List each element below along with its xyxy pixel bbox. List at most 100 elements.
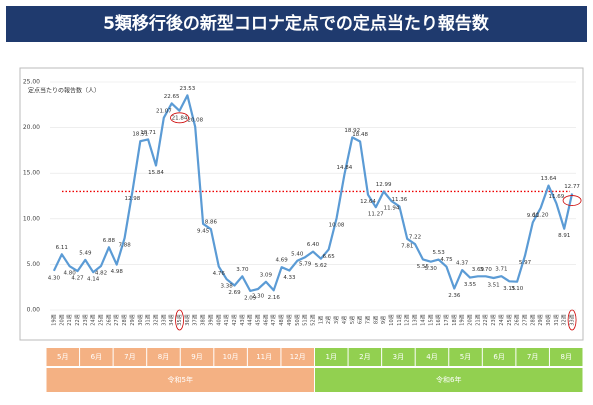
- month-label: 9月: [191, 353, 202, 361]
- month-label: 12月: [290, 353, 306, 361]
- data-label: 12.98: [125, 196, 141, 202]
- x-tick-label: 19週: [459, 314, 466, 325]
- data-label: 2.16: [268, 295, 281, 301]
- month-box: [147, 348, 180, 366]
- data-label: 22.65: [164, 94, 180, 100]
- x-tick-label: 47週: [270, 314, 277, 325]
- data-label: 3.69: [472, 267, 485, 273]
- month-label: 11月: [256, 353, 272, 361]
- data-label: 4.69: [275, 258, 288, 264]
- x-tick-label: 46週: [262, 314, 269, 325]
- x-tick-label: 51週: [302, 314, 309, 325]
- x-tick-label: 10週: [388, 314, 395, 325]
- month-label: 5月: [57, 353, 68, 361]
- x-tick-label: 28週: [121, 314, 128, 325]
- x-tick-label: 9週: [380, 316, 387, 324]
- data-label: 18.51: [132, 132, 148, 138]
- x-tick-label: 7週: [364, 316, 371, 324]
- data-label: 11.20: [533, 212, 549, 218]
- month-label: 6月: [91, 353, 102, 361]
- highlight-circle: [562, 195, 582, 206]
- x-tick-label: 39週: [207, 314, 214, 325]
- data-label: 10.08: [329, 223, 345, 229]
- x-tick-label: 20週: [467, 314, 474, 325]
- month-box: [281, 348, 314, 366]
- x-tick-label: 26週: [105, 314, 112, 325]
- x-tick-label: 2週: [325, 316, 332, 324]
- highlight-circle: [175, 309, 184, 331]
- data-label: 3.71: [495, 267, 507, 273]
- month-label: 10月: [223, 353, 239, 361]
- x-tick-label: 52週: [310, 314, 317, 325]
- x-tick-label: 29週: [537, 314, 544, 325]
- month-label: 1月: [326, 353, 337, 361]
- y-tick-label: 5.00: [27, 261, 41, 268]
- era-label: 令和5年: [168, 375, 193, 384]
- month-box: [113, 348, 147, 366]
- data-label: 2.30: [252, 294, 265, 300]
- month-box: [482, 348, 516, 366]
- plot-panel: [19, 67, 584, 341]
- data-label: 5.55: [417, 264, 430, 270]
- month-box: [80, 348, 113, 366]
- data-label: 3.15: [503, 286, 516, 292]
- month-label: 3月: [393, 353, 404, 361]
- x-tick-label: 30週: [545, 314, 552, 325]
- x-tick-label: 36週: [184, 314, 191, 325]
- x-tick-label: 24週: [498, 314, 505, 325]
- x-tick-label: 40週: [215, 314, 222, 325]
- data-label: 9.45: [197, 228, 210, 234]
- data-label: 4.98: [111, 269, 124, 275]
- month-label: 2月: [359, 353, 370, 361]
- x-tick-label: 16週: [435, 314, 442, 325]
- x-tick-label: 17週: [443, 314, 450, 325]
- x-tick-label: 13週: [412, 314, 419, 325]
- x-tick-label: 48週: [278, 314, 285, 325]
- x-tick-label: 6週: [357, 316, 364, 324]
- data-label: 12.99: [376, 182, 392, 188]
- month-label: 7月: [124, 353, 135, 361]
- data-label: 4.27: [71, 276, 84, 282]
- x-tick-label: 22週: [482, 314, 489, 325]
- data-label: 4.80: [64, 271, 77, 277]
- x-tick-label: 44週: [247, 314, 254, 325]
- x-tick-label: 12週: [404, 314, 411, 325]
- x-tick-label: 41週: [223, 314, 230, 325]
- x-tick-label: 30週: [137, 314, 144, 325]
- data-label: 12.64: [360, 199, 376, 205]
- data-label: 20.08: [187, 117, 203, 123]
- y-tick-label: 15.00: [23, 170, 40, 177]
- data-label: 7.88: [118, 243, 131, 249]
- data-label: 12.77: [564, 184, 580, 190]
- data-label: 4.75: [440, 257, 453, 263]
- data-label: 5.49: [79, 250, 92, 256]
- data-label: 15.84: [148, 170, 164, 176]
- data-label: 4.76: [213, 271, 226, 277]
- data-label: 8.91: [558, 233, 570, 239]
- x-tick-label: 15週: [427, 314, 434, 325]
- data-label: 5.53: [432, 250, 445, 256]
- x-tick-label: 19週: [50, 314, 57, 325]
- month-label: 6月: [493, 353, 504, 361]
- x-tick-label: 27週: [113, 314, 120, 325]
- month-box: [549, 348, 583, 366]
- data-label: 3.09: [260, 272, 273, 278]
- x-tick-label: 8週: [372, 316, 379, 324]
- data-label: 4.37: [456, 261, 469, 267]
- era-label: 令和6年: [436, 375, 461, 384]
- x-tick-label: 33週: [569, 314, 576, 325]
- month-box: [382, 348, 415, 366]
- month-box: [180, 348, 214, 366]
- data-label: 6.11: [56, 245, 68, 251]
- data-label: 3.38: [221, 284, 234, 290]
- era-box: [315, 368, 583, 392]
- x-tick-label: 18週: [451, 314, 458, 325]
- month-label: 8月: [158, 353, 169, 361]
- x-tick-label: 29週: [129, 314, 136, 325]
- data-label: 18.71: [140, 130, 156, 136]
- month-box: [315, 348, 348, 366]
- data-label: 11.69: [548, 194, 564, 200]
- data-label: 11.94: [384, 206, 400, 212]
- month-label: 8月: [560, 353, 571, 361]
